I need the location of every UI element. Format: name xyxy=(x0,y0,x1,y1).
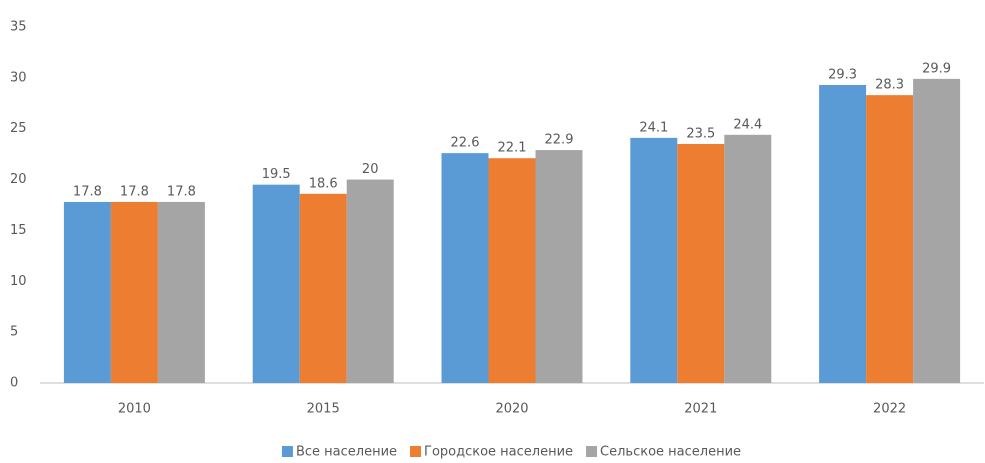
data-label: 17.8 xyxy=(120,184,149,199)
data-label: 23.5 xyxy=(686,126,715,141)
data-label: 24.1 xyxy=(639,120,668,135)
legend-label: Сельское население xyxy=(600,445,741,460)
x-tick-label: 2015 xyxy=(307,402,340,417)
bar xyxy=(866,95,914,384)
bar xyxy=(819,84,867,383)
data-label: 19.5 xyxy=(262,167,291,182)
y-tick-label: 0 xyxy=(10,376,18,391)
data-label: 20 xyxy=(362,162,379,177)
legend-label: Все население xyxy=(296,445,397,460)
bar xyxy=(724,134,772,383)
bar xyxy=(677,143,725,383)
y-tick-label: 30 xyxy=(10,70,27,85)
bar xyxy=(252,184,300,383)
data-label: 22.6 xyxy=(451,136,480,151)
y-tick-label: 5 xyxy=(10,325,18,340)
bar xyxy=(299,193,347,383)
y-tick-label: 15 xyxy=(10,223,27,238)
bar xyxy=(441,153,489,383)
y-tick-label: 20 xyxy=(10,172,27,187)
data-label: 17.8 xyxy=(73,184,102,199)
data-label: 22.1 xyxy=(498,141,527,156)
legend: Все население Городское население Сельское… xyxy=(281,445,741,460)
bar xyxy=(630,137,678,383)
bar xyxy=(157,201,205,383)
y-tick-label: 25 xyxy=(10,121,27,136)
data-label: 17.8 xyxy=(167,184,196,199)
legend-swatch xyxy=(586,446,598,457)
x-tick-label: 2021 xyxy=(684,402,717,417)
data-label: 18.6 xyxy=(309,176,338,191)
legend-swatch xyxy=(410,446,422,457)
y-tick-label: 10 xyxy=(10,274,27,289)
bar xyxy=(346,179,394,383)
bar xyxy=(110,201,158,383)
data-label: 24.4 xyxy=(733,117,762,132)
bar xyxy=(488,158,536,383)
x-tick-label: 2022 xyxy=(873,402,906,417)
legend-label: Городское население xyxy=(424,445,573,460)
data-label: 28.3 xyxy=(875,78,904,93)
bar xyxy=(535,150,583,383)
data-label: 29.9 xyxy=(922,61,951,76)
bar xyxy=(63,201,111,383)
bar xyxy=(913,78,961,384)
y-tick-label: 35 xyxy=(10,20,27,35)
x-tick-label: 2020 xyxy=(495,402,528,417)
data-label: 22.9 xyxy=(545,133,574,148)
x-tick-label: 2010 xyxy=(118,402,151,417)
data-label: 29.3 xyxy=(828,67,857,82)
legend-swatch xyxy=(281,446,293,457)
